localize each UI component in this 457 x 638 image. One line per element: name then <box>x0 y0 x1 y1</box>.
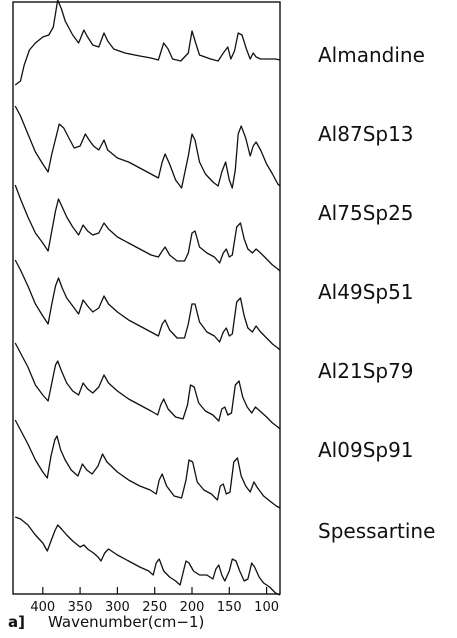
spectrum-al87sp13 <box>14 105 281 189</box>
spectra-curves <box>14 0 281 596</box>
series-label-al75sp25: Al75Sp25 <box>318 201 414 225</box>
x-tick-label-300: 300 <box>105 600 130 615</box>
panel-label: a] <box>8 613 25 631</box>
plot-frame <box>12 1 281 595</box>
x-tick-label-150: 150 <box>217 600 242 615</box>
spectrum-al09sp91 <box>14 419 281 509</box>
series-label-al87sp13: Al87Sp13 <box>318 122 414 146</box>
series-label-al21sp79: Al21Sp79 <box>318 359 414 383</box>
series-label-spessartine: Spessartine <box>318 519 435 543</box>
spectrum-al49sp51 <box>14 259 281 351</box>
spectra-labels: Almandine Al87Sp13 Al75Sp25 Al49Sp51 Al21Sp7… <box>318 43 435 543</box>
x-tick-label-250: 250 <box>142 600 167 615</box>
spectrum-al21sp79 <box>14 342 281 430</box>
x-tick-label-100: 100 <box>254 600 279 615</box>
x-tick-label-400: 400 <box>30 600 55 615</box>
series-label-al49sp51: Al49Sp51 <box>318 280 414 304</box>
spectrum-spessartine <box>14 516 281 596</box>
series-label-al09sp91: Al09Sp91 <box>318 438 414 462</box>
x-tick-label-350: 350 <box>68 600 93 615</box>
x-axis: 400 350 300 250 200 150 100 <box>30 587 279 615</box>
spectrum-almandine <box>14 0 281 86</box>
x-tick-label-200: 200 <box>180 600 205 615</box>
x-axis-title: Wavenumber(cm−1) <box>48 613 204 631</box>
series-label-almandine: Almandine <box>318 43 425 67</box>
spectrum-al75sp25 <box>14 184 281 272</box>
